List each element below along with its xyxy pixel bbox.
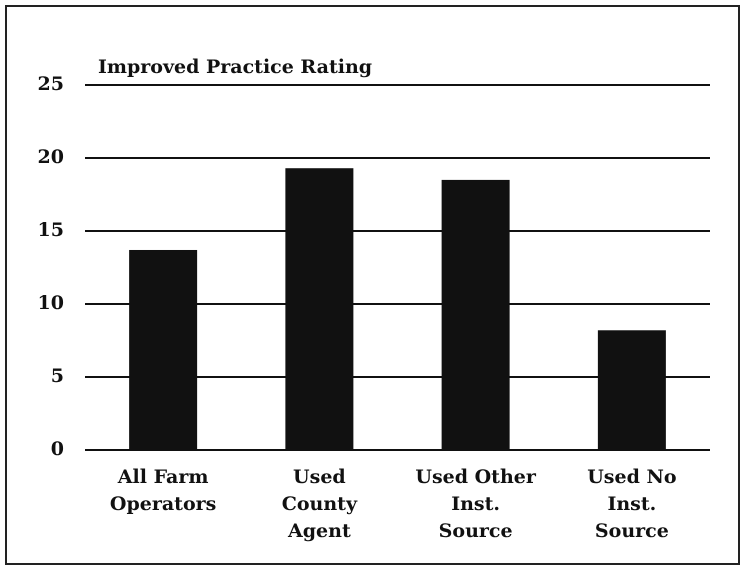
bar: [129, 249, 198, 450]
y-tick-label: 15: [38, 219, 64, 241]
x-tick-label: Used County Agent: [281, 466, 357, 542]
x-tick-label: All Farm Operators: [109, 466, 217, 515]
y-tick-label: 25: [38, 73, 64, 95]
y-tick-label: 5: [51, 365, 64, 387]
x-tick-label: Used No Inst. Source: [587, 466, 677, 542]
x-tick-label: Used Other Inst. Source: [415, 466, 536, 542]
y-tick-label: 20: [38, 146, 64, 168]
bar: [597, 330, 666, 450]
frame: [5, 5, 740, 565]
chart-title: Improved Practice Rating: [98, 56, 372, 78]
y-tick-label: 0: [51, 438, 64, 460]
bar: [441, 179, 510, 450]
bar: [285, 168, 354, 450]
y-tick-label: 10: [38, 292, 64, 314]
